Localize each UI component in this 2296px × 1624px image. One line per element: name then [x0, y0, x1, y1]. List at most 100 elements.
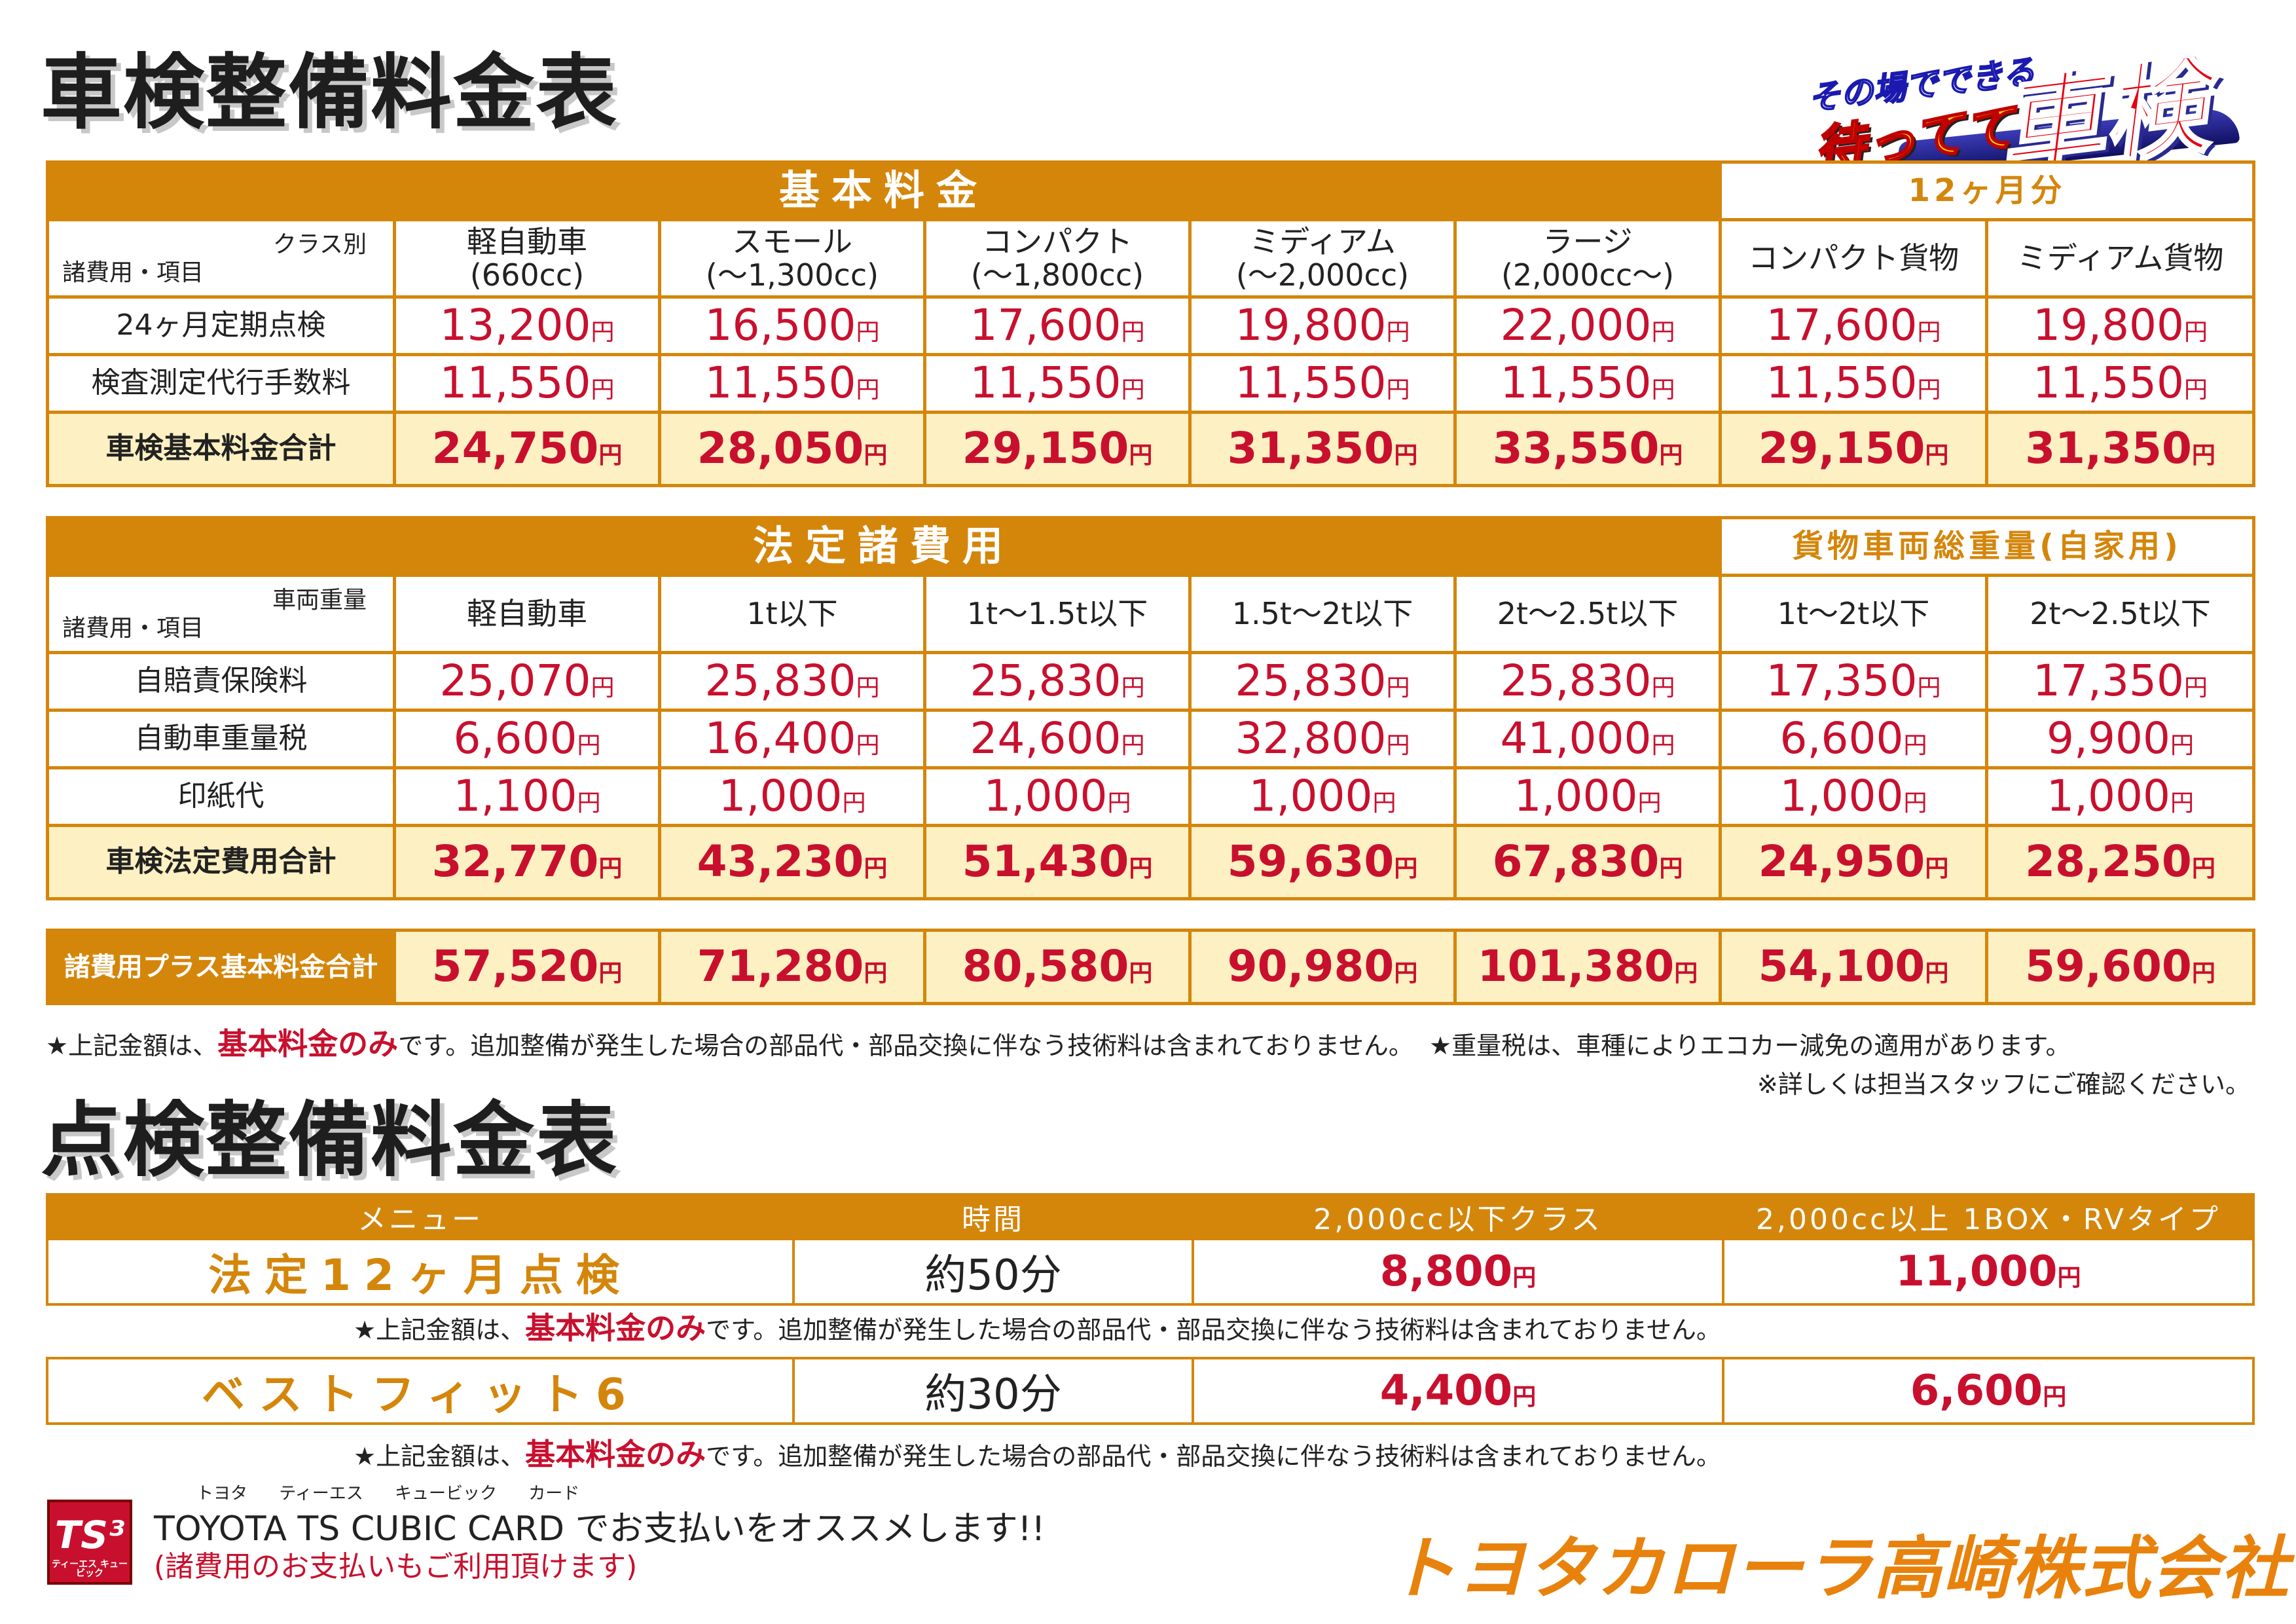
weight-header: 1.5t〜2t以下 [1188, 574, 1457, 654]
price-cell: 22,000円 [1453, 295, 1722, 356]
basic-header: 基本料金 [45, 160, 1722, 221]
total-cell: 28,050円 [658, 411, 926, 487]
price-cell: 6,600円 [1719, 709, 1989, 769]
total-cell: 90,980円 [1188, 929, 1457, 1005]
total-cell: 24,950円 [1719, 824, 1989, 900]
total-cell: 32,770円 [393, 824, 661, 900]
price-cell: 32,800円 [1188, 709, 1457, 769]
menu-name: 法定12ヶ月点検 [46, 1238, 795, 1306]
note-basic-only: ★上記金額は、基本料金のみです。追加整備が発生した場合の部品代・部品交換に伴なう… [354, 1437, 1721, 1472]
card-ruby: トヨタ ティーエス キュービック カード [196, 1484, 580, 1504]
row-label: 印紙代 [46, 766, 396, 827]
price-cell: 11,550円 [1453, 353, 1722, 414]
tenken-table: メニュー 時間 2,000cc以下クラス 2,000cc以上 1BOX・RVタイ… [46, 1193, 2255, 1306]
weight-header: 1t〜1.5t以下 [923, 574, 1192, 654]
price-cell: 6,600円 [1722, 1357, 2255, 1425]
weight-header: 1t以下 [658, 574, 926, 654]
grand-total-row: 諸費用プラス基本料金合計 57,520円 71,280円 80,580円 90,… [46, 929, 2255, 1005]
price-cell: 1,000円 [923, 766, 1192, 827]
total-cell: 24,750円 [393, 411, 661, 487]
price-cell: 25,070円 [393, 651, 661, 712]
total-cell: 57,520円 [393, 929, 661, 1005]
price-cell: 17,350円 [1719, 651, 1989, 712]
price-cell: 6,600円 [393, 709, 661, 769]
price-cell: 17,600円 [923, 295, 1192, 356]
class-header: ミディアム (〜2,000cc) [1188, 218, 1457, 299]
total-cell: 43,230円 [658, 824, 926, 900]
weight-header: 2t〜2.5t以下 [1985, 574, 2256, 654]
price-cell: 9,900円 [1985, 709, 2256, 769]
total-cell: 31,350円 [1985, 411, 2256, 487]
menu-name: ベストフィット6 [46, 1357, 795, 1425]
price-cell: 1,000円 [658, 766, 926, 827]
row-label: 車検法定費用合計 [46, 824, 396, 900]
price-cell: 19,800円 [1188, 295, 1457, 356]
tenken-header-row: メニュー 時間 2,000cc以下クラス 2,000cc以上 1BOX・RVタイ… [46, 1193, 2255, 1240]
price-cell: 1,000円 [1985, 766, 2256, 827]
price-cell: 11,550円 [1985, 353, 2256, 414]
total-cell: 54,100円 [1719, 929, 1988, 1005]
basic-fee-table: 基本料金 12ヶ月分 クラス別 諸費用・項目 軽自動車 (660cc) スモール(… [45, 160, 2256, 487]
price-cell: 1,000円 [1719, 766, 1989, 827]
price-cell: 1,000円 [1453, 766, 1722, 827]
price-cell: 41,000円 [1453, 709, 1722, 769]
tenken-row: ベストフィット6 約30分 4,400円 6,600円 [46, 1357, 2255, 1425]
class-header: ラージ (2,000cc〜) [1453, 218, 1722, 299]
legal-corner-cell: 車両重量 諸費用・項目 [46, 574, 396, 654]
corner-bottom-label: 諸費用・項目 [62, 259, 204, 287]
price-cell: 11,550円 [393, 353, 661, 414]
total-cell: 59,630円 [1188, 824, 1457, 900]
basic-corner-cell: クラス別 諸費用・項目 [46, 218, 396, 299]
table-row: 印紙代 1,100円 1,000円 1,000円 1,000円 1,000円 1… [46, 766, 2256, 827]
price-cell: 1,100円 [393, 766, 661, 827]
price-cell: 19,800円 [1985, 295, 2256, 356]
total-cell: 28,250円 [1985, 824, 2256, 900]
page-title: 車検整備料金表 [41, 46, 619, 140]
price-cell: 17,600円 [1719, 295, 1989, 356]
header-class-under-2000: 2,000cc以下クラス [1192, 1193, 1724, 1240]
weight-header: 1t〜2t以下 [1719, 574, 1989, 654]
corner-top-label: 車両重量 [272, 587, 367, 614]
row-label: 諸費用プラス基本料金合計 [46, 929, 396, 1005]
ts-cubic-logo: TS³ ティーエス キュービック [47, 1500, 132, 1585]
total-cell: 29,150円 [923, 411, 1192, 487]
price-cell: 4,400円 [1192, 1357, 1724, 1425]
class-header: 軽自動車 (660cc) [393, 218, 661, 299]
table-row: 検査測定代行手数料 11,550円 11,550円 11,550円 11,550… [46, 353, 2256, 414]
legal-header-truck: 貨物車両総重量(自家用) [1719, 516, 2256, 577]
total-cell: 101,380円 [1453, 929, 1722, 1005]
table-row: 自動車重量税 6,600円 16,400円 24,600円 32,800円 41… [46, 709, 2256, 769]
class-header: コンパクト貨物 [1719, 218, 1989, 299]
row-label: 自賠責保険料 [46, 651, 396, 712]
table-row: 24ヶ月定期点検 13,200円 16,500円 17,600円 19,800円… [46, 295, 2256, 356]
menu-time: 約50分 [792, 1238, 1194, 1306]
header-class-over-2000: 2,000cc以上 1BOX・RVタイプ [1722, 1193, 2255, 1240]
price-cell: 1,000円 [1188, 766, 1457, 827]
weight-header: 2t〜2.5t以下 [1453, 574, 1722, 654]
price-cell: 11,000円 [1722, 1238, 2255, 1306]
legal-fee-table: 法定諸費用 貨物車両総重量(自家用) 車両重量 諸費用・項目 軽自動車 1t以下… [45, 516, 2256, 900]
legal-header: 法定諸費用 [45, 516, 1722, 577]
header-menu: メニュー [46, 1193, 795, 1240]
price-cell: 25,830円 [1188, 651, 1457, 712]
price-cell: 25,830円 [658, 651, 926, 712]
total-cell: 67,830円 [1453, 824, 1722, 900]
row-label: 自動車重量税 [46, 709, 396, 769]
price-cell: 16,500円 [658, 295, 926, 356]
row-label: 検査測定代行手数料 [46, 353, 396, 414]
price-cell: 24,600円 [923, 709, 1192, 769]
price-cell: 11,550円 [658, 353, 926, 414]
shaken-badge-logo: その場でできる 待ってて 車検 [1787, 26, 2259, 193]
legal-class-row: 車両重量 諸費用・項目 軽自動車 1t以下 1t〜1.5t以下 1.5t〜2t以… [46, 574, 2256, 654]
page-title-tenken: 点検整備料金表 [41, 1094, 619, 1188]
card-sub-note: (諸費用のお支払いもご利用頂けます) [154, 1550, 638, 1583]
class-header: ミディアム貨物 [1985, 218, 2256, 299]
total-cell: 29,150円 [1719, 411, 1989, 487]
price-cell: 11,550円 [923, 353, 1192, 414]
total-cell: 59,600円 [1985, 929, 2255, 1005]
total-cell: 80,580円 [923, 929, 1192, 1005]
tenken-table-2: ベストフィット6 約30分 4,400円 6,600円 [46, 1357, 2255, 1425]
note-basic-only: ★上記金額は、基本料金のみです。追加整備が発生した場合の部品代・部品交換に伴なう… [354, 1310, 1721, 1346]
table-row: 自賠責保険料 25,070円 25,830円 25,830円 25,830円 2… [46, 651, 2256, 712]
price-cell: 8,800円 [1192, 1238, 1724, 1306]
